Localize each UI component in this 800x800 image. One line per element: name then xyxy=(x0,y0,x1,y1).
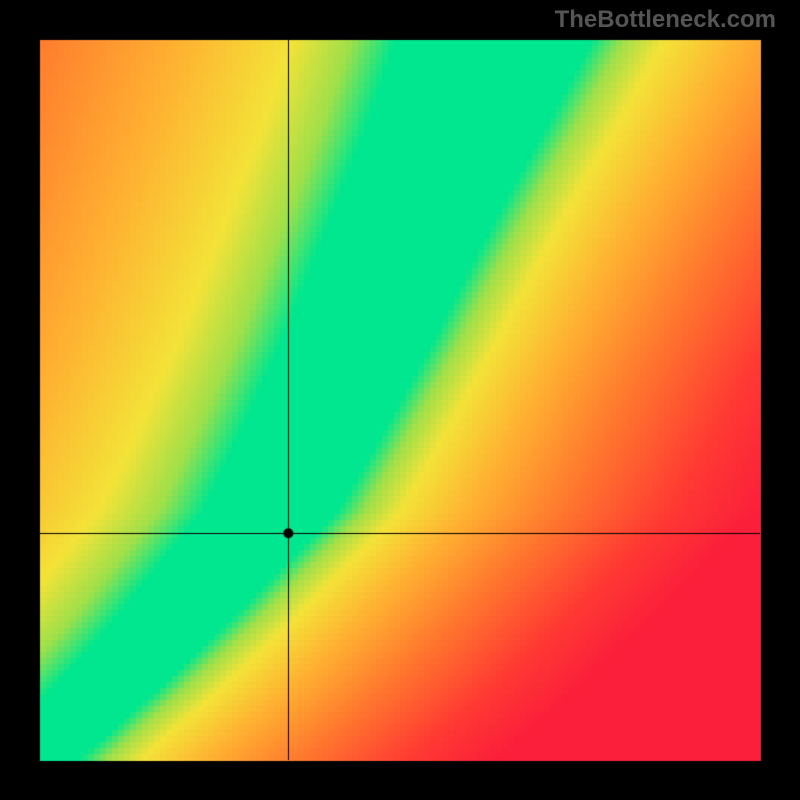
chart-container: TheBottleneck.com xyxy=(0,0,800,800)
bottleneck-heatmap xyxy=(0,0,800,800)
watermark-text: TheBottleneck.com xyxy=(555,6,776,34)
